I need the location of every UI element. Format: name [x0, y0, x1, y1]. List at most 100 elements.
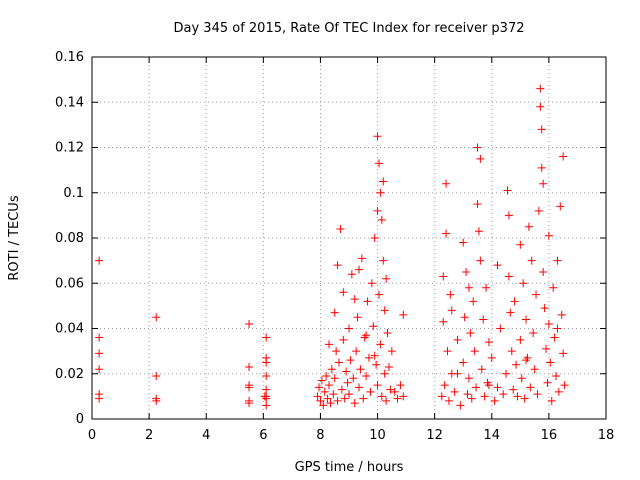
- y-tick-label: 0: [76, 412, 84, 427]
- data-point: [380, 306, 389, 315]
- data-point: [510, 297, 519, 306]
- data-point: [383, 329, 392, 338]
- data-point: [95, 349, 104, 358]
- data-point: [387, 347, 396, 356]
- x-tick-label: 10: [369, 428, 386, 443]
- y-tick-label: 0.16: [55, 50, 84, 65]
- x-tick-label: 8: [316, 428, 324, 443]
- data-point: [319, 401, 328, 410]
- data-point: [466, 329, 475, 338]
- data-point: [503, 186, 512, 195]
- data-point: [476, 256, 485, 265]
- data-point: [480, 392, 489, 401]
- data-point: [152, 372, 161, 381]
- y-tick-label: 0.08: [55, 231, 84, 246]
- data-point: [474, 227, 483, 236]
- data-point: [396, 381, 405, 390]
- data-point: [374, 290, 383, 299]
- data-point: [536, 84, 545, 93]
- data-point: [343, 378, 352, 387]
- data-point: [559, 349, 568, 358]
- data-point: [477, 365, 486, 374]
- data-point: [493, 261, 502, 270]
- data-point: [472, 383, 481, 392]
- axis-ticks: 0 2 4 6 8 10 12 14 16 18 0 0.02 0.04 0.06 0.08 0.1 0.12 0…: [55, 50, 614, 443]
- data-point: [537, 163, 546, 172]
- data-point: [542, 344, 551, 353]
- data-point: [347, 270, 356, 279]
- data-point: [453, 335, 462, 344]
- data-point: [516, 240, 525, 249]
- data-point: [504, 272, 513, 281]
- data-point: [335, 358, 344, 367]
- x-tick-label: 2: [145, 428, 153, 443]
- data-point: [512, 360, 521, 369]
- data-point: [484, 381, 493, 390]
- data-point: [493, 383, 502, 392]
- data-point: [356, 365, 365, 374]
- data-point: [544, 231, 553, 240]
- data-point: [95, 333, 104, 342]
- data-point: [544, 319, 553, 328]
- data-point: [373, 206, 382, 215]
- data-point: [262, 358, 271, 367]
- chart-title: Day 345 of 2015, Rate Of TEC Index for r…: [174, 21, 525, 36]
- data-point: [490, 396, 499, 405]
- data-point: [482, 283, 491, 292]
- data-point: [459, 358, 468, 367]
- data-point: [516, 335, 525, 344]
- data-point: [547, 396, 556, 405]
- data-point: [260, 392, 269, 401]
- data-point: [462, 267, 471, 276]
- x-tick-label: 18: [598, 428, 615, 443]
- x-tick-label: 6: [259, 428, 267, 443]
- data-point: [317, 376, 326, 385]
- data-point: [377, 215, 386, 224]
- data-point: [320, 387, 329, 396]
- data-point: [439, 317, 448, 326]
- data-point: [262, 385, 271, 394]
- data-point: [464, 283, 473, 292]
- data-point: [549, 283, 558, 292]
- data-point: [460, 313, 469, 322]
- data-point: [527, 256, 536, 265]
- data-point: [450, 387, 459, 396]
- data-point: [327, 365, 336, 374]
- data-point: [553, 256, 562, 265]
- data-point: [543, 378, 552, 387]
- data-point: [483, 378, 492, 387]
- data-point: [333, 396, 342, 405]
- data-point: [367, 279, 376, 288]
- data-point: [487, 353, 496, 362]
- data-point: [554, 387, 563, 396]
- data-point: [350, 399, 359, 408]
- x-axis-label: GPS time / hours: [295, 460, 404, 475]
- data-point: [386, 385, 395, 394]
- data-point: [354, 383, 363, 392]
- data-point: [323, 394, 332, 403]
- data-point: [373, 381, 382, 390]
- data-point: [520, 394, 529, 403]
- data-point: [442, 179, 451, 188]
- data-point: [152, 313, 161, 322]
- data-point: [399, 392, 408, 401]
- data-point: [557, 310, 566, 319]
- data-point: [353, 313, 362, 322]
- data-point: [245, 319, 254, 328]
- data-point: [529, 329, 538, 338]
- data-point: [550, 333, 559, 342]
- data-point: [370, 351, 379, 360]
- data-point: [359, 394, 368, 403]
- data-point: [463, 390, 472, 399]
- data-point: [315, 383, 324, 392]
- data-point: [362, 331, 371, 340]
- data-point: [362, 372, 371, 381]
- data-point: [245, 399, 254, 408]
- data-point: [519, 279, 528, 288]
- data-point: [325, 340, 334, 349]
- data-point: [364, 353, 373, 362]
- data-point: [322, 372, 331, 381]
- data-point: [453, 369, 462, 378]
- data-point: [484, 338, 493, 347]
- data-point: [469, 297, 478, 306]
